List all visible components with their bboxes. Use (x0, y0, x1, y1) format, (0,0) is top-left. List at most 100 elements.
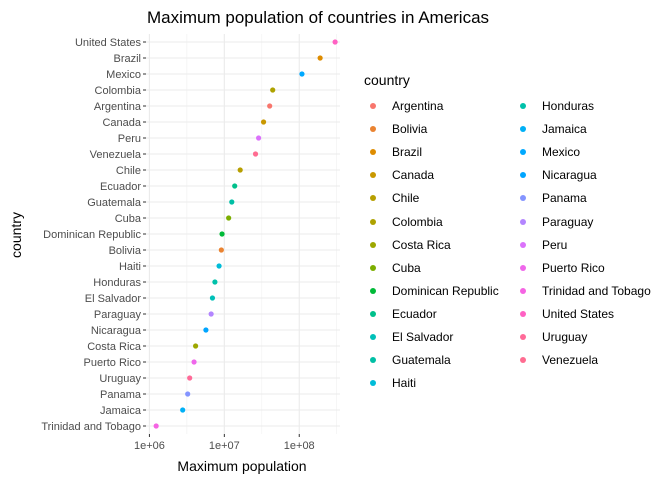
legend-label: Brazil (392, 145, 423, 160)
legend-dot-icon (520, 357, 526, 364)
legend-dot-icon (370, 195, 376, 202)
legend-item: United States (514, 303, 614, 325)
y-tick-label: Brazil (113, 53, 141, 65)
legend-dot-icon (370, 334, 376, 340)
legend-dot-icon (520, 241, 526, 248)
legend-dot-icon (370, 310, 376, 317)
data-point (209, 295, 216, 301)
legend-item: Colombia (364, 211, 443, 233)
data-point (191, 359, 197, 365)
legend-label: Argentina (392, 99, 444, 113)
legend-item: Mexico (514, 141, 580, 163)
data-point (299, 71, 305, 77)
y-tick-label: Chile (116, 165, 141, 177)
y-tick-label: Puerto Rico (84, 357, 141, 369)
y-tick-label: Argentina (94, 101, 142, 113)
legend-dot-icon (520, 218, 526, 225)
y-tick-label: Paraguay (94, 309, 142, 321)
y-tick-label: Peru (118, 133, 141, 145)
data-point (216, 263, 222, 269)
legend-item: Guatemala (364, 349, 451, 371)
data-point (192, 343, 199, 349)
legend-dot-icon (370, 241, 376, 248)
y-tick-label: Panama (100, 389, 142, 401)
data-point (267, 103, 273, 109)
legend-dot-icon (520, 195, 526, 202)
legend-item: Peru (514, 234, 567, 256)
legend-label: United States (542, 306, 615, 321)
y-tick-label: Costa Rica (87, 341, 142, 353)
data-point (332, 39, 338, 45)
data-point (229, 199, 235, 205)
data-point (187, 375, 193, 381)
y-tick-label: Honduras (93, 277, 141, 289)
legend-dot-icon (370, 149, 376, 156)
y-tick-label: Canada (102, 117, 141, 129)
legend-dot-icon (520, 103, 526, 109)
legend-dot-icon (520, 264, 526, 271)
y-tick-label: United States (75, 37, 142, 49)
data-point (252, 151, 259, 157)
legend-label: Trinidad and Tobago (542, 283, 651, 298)
data-point (185, 391, 191, 397)
legend-dot-icon (520, 172, 526, 179)
legend-item: Brazil (364, 141, 422, 163)
y-tick-label: Venezuela (90, 149, 142, 161)
legend-label: El Salvador (392, 330, 454, 344)
legend-label: Guatemala (392, 353, 451, 368)
legend-item: Canada (364, 164, 434, 186)
y-tick-label: Jamaica (100, 405, 142, 417)
data-point (203, 327, 209, 333)
legend-dot-icon (520, 149, 526, 156)
y-tick-label: Uruguay (99, 373, 141, 385)
legend-label: Nicaragua (542, 168, 597, 183)
legend-item: Uruguay (514, 326, 587, 348)
y-tick-label: Trinidad and Tobago (41, 421, 141, 433)
legend-label: Jamaica (542, 122, 587, 137)
data-point (256, 135, 262, 141)
legend-item: Venezuela (514, 349, 598, 371)
legend-item: Costa Rica (364, 234, 451, 256)
legend-label: Ecuador (392, 306, 437, 321)
legend-item: Paraguay (514, 211, 593, 233)
legend-item: Puerto Rico (514, 257, 605, 279)
data-point (153, 423, 159, 429)
data-point (180, 407, 186, 413)
data-point (270, 87, 276, 93)
legend-dot-icon (520, 287, 526, 294)
legend-label: Costa Rica (392, 237, 451, 252)
data-point (226, 215, 232, 221)
x-axis-label: Maximum population (177, 458, 306, 474)
legend-dot-icon (370, 103, 376, 109)
legend-title: country (364, 72, 410, 88)
legend-dot-icon (370, 264, 376, 271)
legend-item: El Salvador (364, 326, 453, 348)
y-tick-label: Ecuador (100, 181, 141, 193)
data-point (317, 55, 323, 61)
legend-label: Colombia (392, 214, 443, 229)
legend-item: Cuba (364, 257, 421, 279)
legend-label: Dominican Republic (392, 283, 499, 298)
data-point (260, 119, 267, 125)
legend-dot-icon (520, 334, 526, 340)
legend-label: Uruguay (542, 330, 588, 344)
legend-label: Chile (392, 191, 420, 206)
legend-label: Puerto Rico (542, 260, 605, 275)
legend-dot-icon (370, 380, 376, 387)
data-point (218, 247, 224, 253)
legend-label: Cuba (392, 260, 421, 275)
legend-dot-icon (370, 287, 376, 294)
y-tick-label: Cuba (115, 213, 142, 225)
legend-dot-icon (370, 172, 376, 179)
data-point (232, 183, 238, 189)
y-tick-label: Bolivia (109, 245, 142, 257)
legend-label: Paraguay (542, 214, 594, 229)
legend-item: Panama (514, 187, 587, 209)
y-tick-label: Guatemala (87, 197, 142, 209)
legend-dot-icon (370, 357, 376, 364)
data-point (212, 279, 218, 285)
legend-label: Mexico (542, 145, 581, 160)
legend-item: Nicaragua (514, 164, 597, 186)
legend-item: Honduras (514, 95, 594, 117)
